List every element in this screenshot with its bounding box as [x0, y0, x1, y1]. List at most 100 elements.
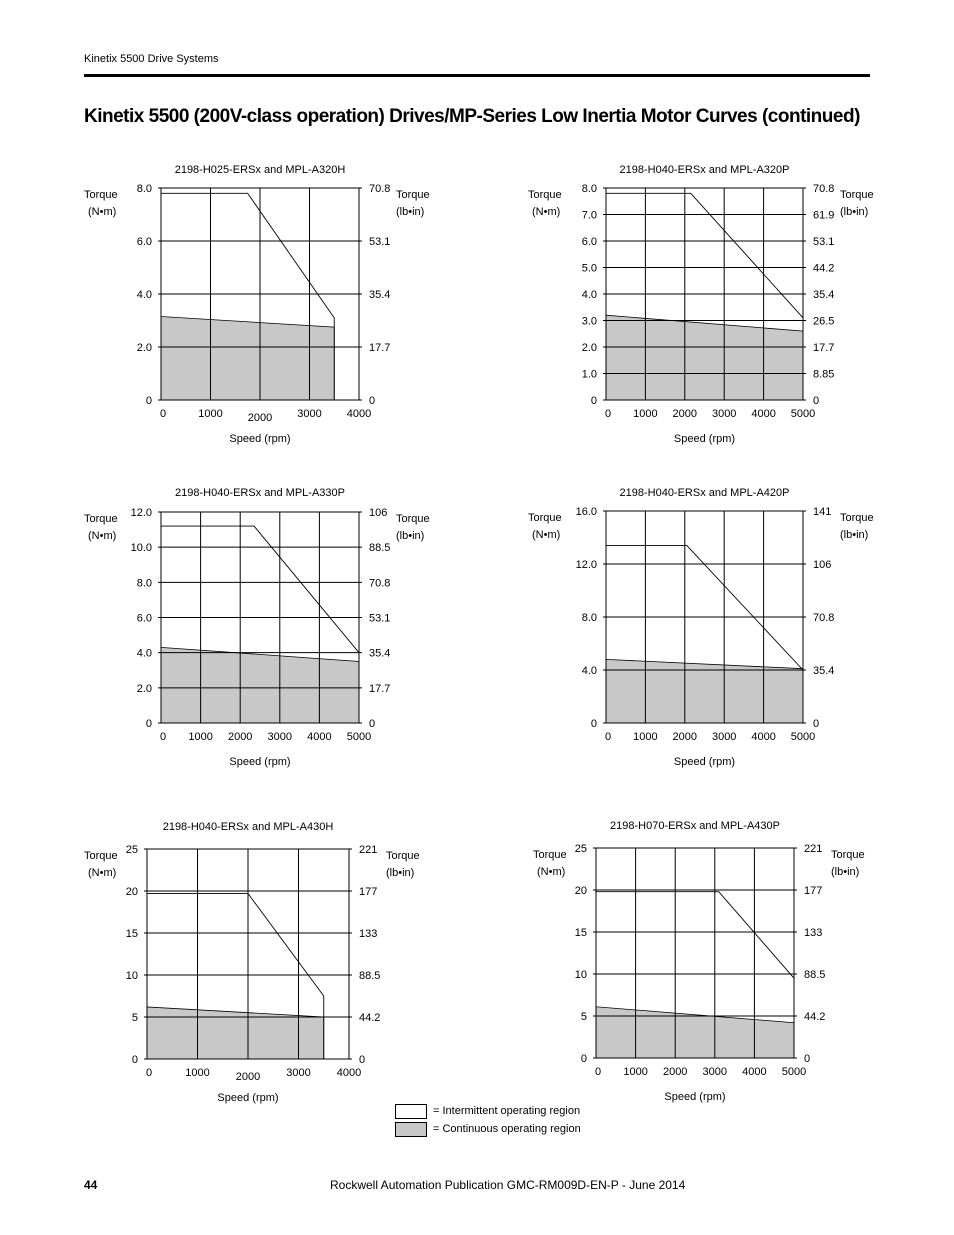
- header-rule: [84, 74, 870, 77]
- y-axis-label-left: Torque: [84, 189, 118, 201]
- y-axis-label-right: Torque: [831, 849, 865, 861]
- y-axis-unit-left: (N•m): [532, 206, 560, 218]
- x-axis-label: Speed (rpm): [674, 756, 735, 768]
- x-tick-label: 4000: [347, 408, 371, 420]
- y-tick-label-left: 2.0: [137, 683, 152, 695]
- y-tick-label-right: 88.5: [369, 542, 390, 554]
- page-title: Kinetix 5500 (200V-class operation) Driv…: [84, 106, 860, 127]
- y-tick-label-right: 44.2: [804, 1011, 825, 1023]
- y-tick-label-right: 61.9: [813, 210, 834, 222]
- y-tick-label-left: 25: [126, 844, 138, 856]
- y-tick-label-right: 35.4: [813, 289, 834, 301]
- y-tick-label-left: 3.0: [582, 316, 597, 328]
- y-tick-label-left: 6.0: [137, 236, 152, 248]
- y-tick-label-left: 2.0: [582, 342, 597, 354]
- intermittent-curve: [606, 545, 804, 723]
- y-tick-label-left: 5: [581, 1011, 587, 1023]
- y-tick-label-right: 177: [359, 886, 377, 898]
- y-tick-label-left: 5: [132, 1012, 138, 1024]
- y-axis-label-left: Torque: [84, 513, 118, 525]
- x-tick-label: 3000: [712, 731, 736, 743]
- y-tick-label-left: 4.0: [582, 289, 597, 301]
- y-tick-label-right: 0: [359, 1054, 365, 1066]
- y-tick-label-left: 0: [591, 718, 597, 730]
- y-axis-label-left: Torque: [84, 850, 118, 862]
- y-tick-label-left: 8.0: [137, 577, 152, 589]
- y-axis-unit-right: (lb•in): [840, 206, 868, 218]
- x-tick-label: 0: [605, 408, 611, 420]
- y-axis-label-right: Torque: [386, 850, 420, 862]
- x-tick-label: 3000: [268, 731, 292, 743]
- chart-title: 2198-H040-ERSx and MPL-A430H: [163, 821, 334, 833]
- y-tick-label-left: 8.0: [137, 183, 152, 195]
- y-tick-label-right: 17.7: [369, 683, 390, 695]
- y-axis-label-left: Torque: [528, 189, 562, 201]
- y-tick-label-right: 44.2: [359, 1012, 380, 1024]
- x-tick-label: 1000: [623, 1066, 647, 1078]
- y-axis-unit-left: (N•m): [88, 206, 116, 218]
- y-tick-label-right: 106: [813, 559, 831, 571]
- y-tick-label-right: 44.2: [813, 263, 834, 275]
- y-tick-label-left: 4.0: [137, 648, 152, 660]
- x-tick-label: 4000: [742, 1066, 766, 1078]
- y-axis-unit-left: (N•m): [532, 529, 560, 541]
- x-axis-label: Speed (rpm): [674, 433, 735, 445]
- y-tick-label-right: 106: [369, 507, 387, 519]
- y-tick-label-right: 8.85: [813, 369, 834, 381]
- y-axis-label-right: Torque: [840, 512, 874, 524]
- y-axis-label-left: Torque: [533, 849, 567, 861]
- x-tick-label: 1000: [633, 731, 657, 743]
- y-axis-label-left: Torque: [528, 512, 562, 524]
- x-tick-label: 0: [160, 408, 166, 420]
- legend-swatch-intermittent: [395, 1103, 427, 1119]
- y-tick-label-right: 221: [359, 844, 377, 856]
- y-tick-label-right: 35.4: [369, 289, 390, 301]
- y-tick-label-left: 20: [126, 886, 138, 898]
- y-tick-label-left: 25: [575, 843, 587, 855]
- y-tick-label-left: 4.0: [582, 665, 597, 677]
- y-tick-label-right: 88.5: [804, 969, 825, 981]
- y-tick-label-right: 53.1: [369, 236, 390, 248]
- y-tick-label-left: 0: [146, 718, 152, 730]
- x-axis-label: Speed (rpm): [229, 756, 290, 768]
- y-tick-label-right: 133: [804, 927, 822, 939]
- y-tick-label-left: 10.0: [131, 542, 152, 554]
- x-tick-label: 1000: [633, 408, 657, 420]
- legend-row-intermittent: = Intermittent operating region: [395, 1102, 581, 1120]
- chart-title: 2198-H025-ERSx and MPL-A320H: [175, 164, 346, 176]
- y-tick-label-right: 0: [813, 395, 819, 407]
- x-tick-label: 3000: [712, 408, 736, 420]
- x-tick-label: 4000: [751, 731, 775, 743]
- y-tick-label-left: 0: [581, 1053, 587, 1065]
- y-tick-label-right: 0: [369, 395, 375, 407]
- y-tick-label-left: 20: [575, 885, 587, 897]
- y-tick-label-left: 2.0: [137, 342, 152, 354]
- y-tick-label-right: 35.4: [369, 648, 390, 660]
- y-tick-label-left: 5.0: [582, 263, 597, 275]
- x-tick-label: 2000: [673, 731, 697, 743]
- legend-swatch-continuous: [395, 1121, 427, 1137]
- y-tick-label-right: 0: [369, 718, 375, 730]
- legend-label-intermittent: = Intermittent operating region: [433, 1105, 581, 1117]
- x-tick-label: 3000: [703, 1066, 727, 1078]
- x-tick-label: 2000: [236, 1071, 260, 1083]
- y-axis-unit-right: (lb•in): [396, 530, 424, 542]
- y-axis-unit-left: (N•m): [88, 530, 116, 542]
- y-tick-label-left: 8.0: [582, 183, 597, 195]
- y-tick-label-left: 10: [575, 969, 587, 981]
- y-tick-label-left: 6.0: [137, 613, 152, 625]
- x-tick-label: 0: [595, 1066, 601, 1078]
- page-number: 44: [84, 1178, 98, 1192]
- y-tick-label-left: 15: [126, 928, 138, 940]
- x-tick-label: 2000: [663, 1066, 687, 1078]
- y-axis-label-right: Torque: [840, 189, 874, 201]
- y-tick-label-right: 17.7: [813, 342, 834, 354]
- y-tick-label-right: 70.8: [813, 612, 834, 624]
- y-tick-label-right: 221: [804, 843, 822, 855]
- continuous-region: [595, 1006, 795, 1059]
- x-tick-label: 5000: [347, 731, 371, 743]
